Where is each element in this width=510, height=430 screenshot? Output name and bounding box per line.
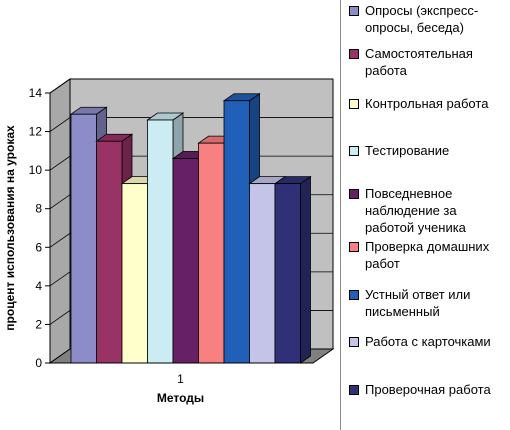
side-wall bbox=[49, 78, 71, 364]
legend-item: Повседневное наблюдение за работой учени… bbox=[349, 185, 509, 236]
y-tick-label: 8 bbox=[35, 202, 42, 216]
legend-item: Устный ответ или письменный bbox=[349, 286, 509, 320]
legend-swatch bbox=[349, 337, 359, 347]
legend-item: Работа с карточками bbox=[349, 333, 509, 350]
legend-item: Проверка домашних работ bbox=[349, 238, 509, 272]
bar bbox=[273, 175, 312, 364]
legend: Опросы (экспресс-опросы, беседа) Самостоя… bbox=[340, 0, 510, 430]
y-tick-label: 0 bbox=[35, 356, 42, 370]
legend-label: Повседневное наблюдение за работой учени… bbox=[365, 186, 466, 235]
legend-swatch bbox=[349, 385, 359, 395]
y-tick-label: 2 bbox=[35, 317, 42, 331]
legend-item: Самостоятельная работа bbox=[349, 45, 509, 79]
x-tick-label: 1 bbox=[177, 372, 184, 386]
y-tick-label: 6 bbox=[35, 240, 42, 254]
gridline bbox=[49, 78, 333, 94]
legend-label: Самостоятельная работа bbox=[365, 46, 473, 78]
legend-swatch bbox=[349, 189, 359, 199]
y-tick-label: 14 bbox=[29, 86, 43, 100]
legend-swatch bbox=[349, 49, 359, 59]
legend-label: Контрольная работа bbox=[365, 96, 489, 111]
legend-label: Тестирование bbox=[365, 143, 450, 158]
y-axis-ticks: 0 2 4 6 8 10 12 14 bbox=[29, 86, 51, 370]
legend-swatch bbox=[349, 99, 359, 109]
y-axis-title: процент использования на уроках bbox=[3, 125, 17, 331]
y-tick-label: 4 bbox=[35, 279, 42, 293]
legend-swatch bbox=[349, 6, 359, 16]
bars bbox=[69, 92, 312, 364]
y-tick-label: 12 bbox=[29, 125, 43, 139]
legend-item: Тестирование bbox=[349, 142, 509, 159]
legend-swatch bbox=[349, 242, 359, 252]
bar-chart: 0 2 4 6 8 10 12 14 1 Методы процент использован… bbox=[3, 78, 335, 405]
legend-label: Проверочная работа bbox=[365, 382, 491, 397]
legend-swatch bbox=[349, 146, 359, 156]
legend-swatch bbox=[349, 290, 359, 300]
legend-item: Проверочная работа bbox=[349, 381, 509, 398]
y-tick-label: 10 bbox=[29, 163, 43, 177]
legend-item: Контрольная работа bbox=[349, 95, 509, 112]
x-axis-title: Методы bbox=[157, 391, 204, 405]
legend-item: Опросы (экспресс-опросы, беседа) bbox=[349, 2, 509, 36]
legend-label: Устный ответ или письменный bbox=[365, 287, 471, 319]
legend-label: Проверка домашних работ bbox=[365, 239, 490, 271]
legend-label: Опросы (экспресс-опросы, беседа) bbox=[365, 3, 479, 35]
legend-label: Работа с карточками bbox=[365, 334, 491, 349]
